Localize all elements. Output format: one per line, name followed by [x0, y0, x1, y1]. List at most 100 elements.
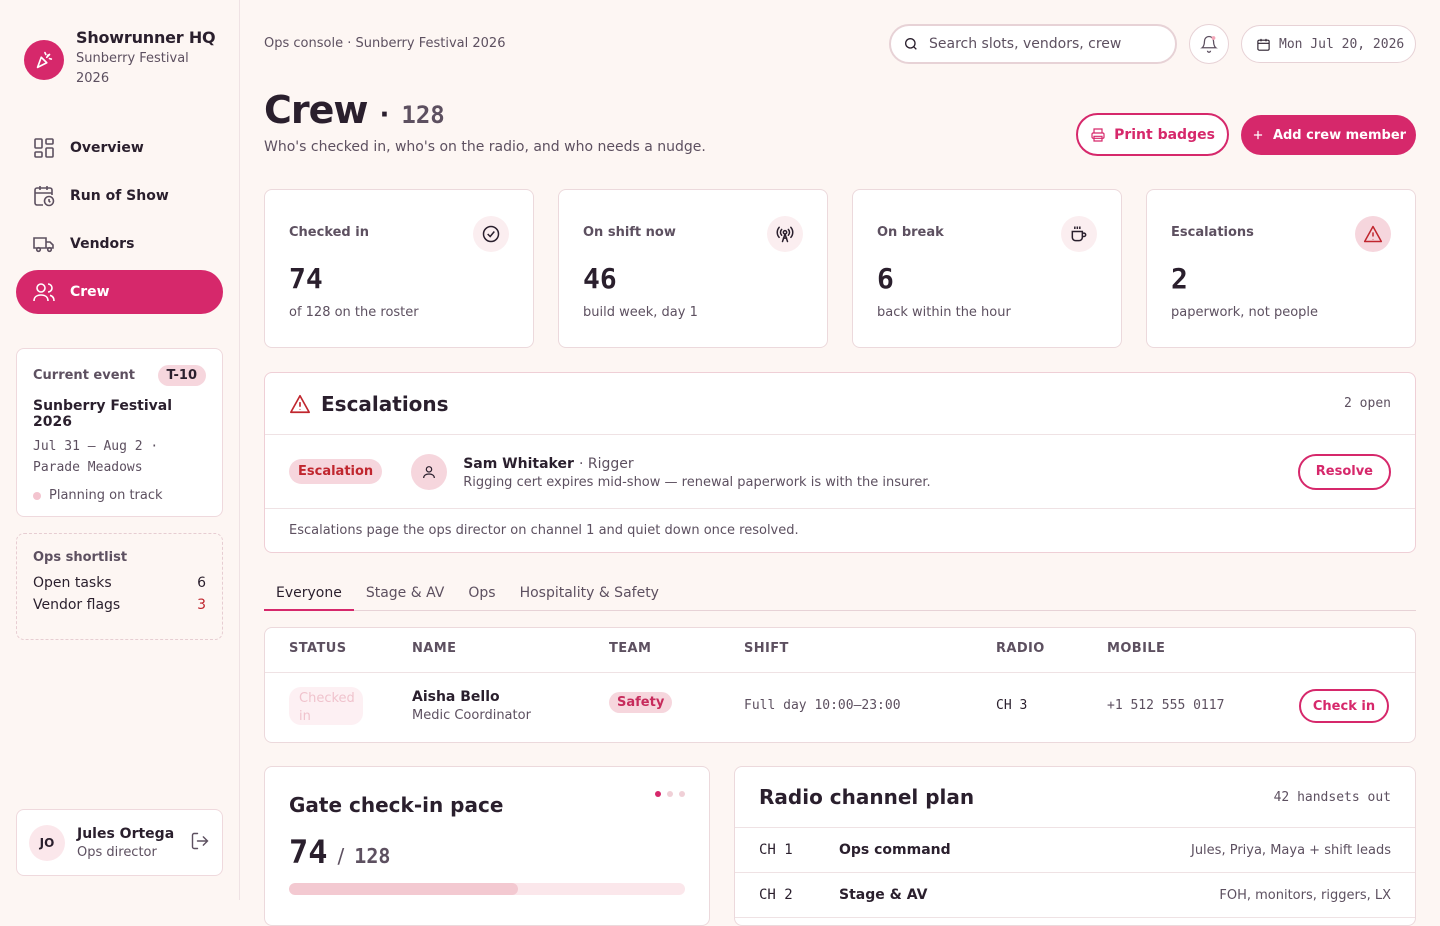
sidebar-item-label: Crew: [70, 284, 110, 300]
sidebar-item-label: Overview: [70, 140, 144, 156]
carousel-dot[interactable]: [655, 791, 661, 797]
radio-row[interactable]: CH 1 Ops command Jules, Priya, Maya + sh…: [735, 828, 1415, 873]
column-header-team[interactable]: TEAM: [609, 641, 652, 656]
shortlist-item[interactable]: Vendor flags 3: [33, 597, 206, 613]
radio-channel-plan: Radio channel plan 42 handsets out CH 1 …: [734, 766, 1416, 926]
radio-channel-members: FOH, monitors, riggers, LX: [1219, 887, 1391, 903]
sidebar-item-run-of-show[interactable]: Run of Show: [16, 174, 223, 218]
carousel-dot[interactable]: [667, 791, 673, 797]
shortlist-item[interactable]: Open tasks 6: [33, 575, 206, 591]
escalation-description: Rigging cert expires mid-show — renewal …: [463, 475, 931, 490]
stats-row: Checked in 74 of 128 on the roster On sh…: [264, 189, 1416, 348]
stat-card-escalations[interactable]: Escalations 2 paperwork, not people: [1146, 189, 1416, 348]
shift-value: Full day 10:00–23:00: [744, 698, 901, 713]
pace-slash: /: [337, 844, 345, 868]
stat-label: On shift now: [583, 225, 676, 240]
check-circle-icon: [473, 216, 509, 252]
check-in-button[interactable]: Check in: [1299, 689, 1389, 723]
countdown-badge: T-10: [157, 365, 206, 386]
warning-icon: [290, 394, 310, 413]
carousel-dot[interactable]: [679, 791, 685, 797]
crew-role: Medic Coordinator: [412, 708, 531, 723]
pace-progress-fill: [289, 883, 518, 895]
tab-everyone[interactable]: Everyone: [264, 578, 354, 611]
user-card: JO Jules Ortega Ops director: [16, 809, 223, 876]
printer-icon: [1091, 127, 1105, 142]
radio-row[interactable]: CH 2 Stage & AV FOH, monitors, riggers, …: [735, 873, 1415, 918]
sidebar-item-crew[interactable]: Crew: [16, 270, 223, 314]
sidebar-item-overview[interactable]: Overview: [16, 126, 223, 170]
escalations-header: Escalations 2 open: [265, 373, 1415, 435]
search-input[interactable]: [929, 36, 1149, 52]
radio-header: Radio channel plan 42 handsets out: [735, 767, 1415, 828]
escalations-title: Escalations: [321, 391, 449, 416]
table-divider: [265, 672, 1415, 673]
stat-card-checked-in[interactable]: Checked in 74 of 128 on the roster: [264, 189, 534, 348]
escalation-person-role: · Rigger: [578, 456, 634, 472]
calendar-clock-icon: [34, 186, 55, 207]
stat-label: Checked in: [289, 225, 369, 240]
carousel-dots[interactable]: [655, 791, 685, 797]
stat-card-on-shift[interactable]: On shift now 46 build week, day 1: [558, 189, 828, 348]
resolve-button[interactable]: Resolve: [1297, 453, 1391, 490]
bell-icon: [1200, 35, 1218, 53]
stat-card-on-break[interactable]: On break 6 back within the hour: [852, 189, 1122, 348]
column-header-mobile[interactable]: MOBILE: [1107, 641, 1166, 656]
column-header-status[interactable]: STATUS: [289, 641, 347, 656]
pace-value: 74: [289, 833, 328, 871]
event-name: Sunberry Festival 2026: [33, 398, 173, 430]
mobile-number: +1 512 555 0117: [1107, 698, 1225, 713]
grid-icon: [34, 138, 54, 158]
tab-hospitality-safety[interactable]: Hospitality & Safety: [519, 585, 659, 601]
column-header-name[interactable]: NAME: [412, 641, 457, 656]
crew-count: 128: [401, 101, 445, 129]
coffee-icon: [1061, 216, 1097, 252]
column-header-shift[interactable]: SHIFT: [744, 641, 789, 656]
team-badge: Safety: [609, 692, 673, 713]
shortlist-label: Vendor flags: [33, 597, 121, 613]
stat-value: 2: [1171, 262, 1188, 295]
stat-sub: of 128 on the roster: [289, 305, 419, 320]
truck-icon: [33, 237, 54, 253]
shortlist-value: 3: [197, 597, 206, 613]
escalation-person-name[interactable]: Sam Whitaker: [463, 456, 574, 472]
print-badges-button[interactable]: Print badges: [1076, 113, 1229, 156]
tab-stage-av[interactable]: Stage & AV: [365, 585, 445, 601]
stat-value: 46: [583, 262, 617, 295]
crew-table: STATUS NAME TEAM SHIFT RADIO MOBILE Chec…: [264, 627, 1416, 743]
status-dot-icon: [33, 491, 41, 500]
sidebar: Showrunner HQ Sunberry Festival 2026 Ove…: [0, 0, 240, 900]
sidebar-item-label: Run of Show: [70, 188, 169, 204]
sidebar-item-vendors[interactable]: Vendors: [16, 222, 223, 266]
radio-channel: CH 1: [759, 842, 793, 858]
brand[interactable]: Showrunner HQ Sunberry Festival 2026: [24, 28, 216, 89]
date-picker[interactable]: Mon Jul 20, 2026: [1241, 25, 1416, 63]
radio-title: Radio channel plan: [759, 785, 975, 809]
stat-value: 74: [289, 262, 323, 295]
radio-channel-members: Jules, Priya, Maya + shift leads: [1190, 842, 1391, 858]
column-header-radio[interactable]: RADIO: [996, 641, 1045, 656]
radio-channel-name: Stage & AV: [839, 887, 928, 903]
stat-sub: back within the hour: [877, 305, 1011, 320]
event-status: Planning on track: [33, 488, 206, 503]
radio-channel: CH 2: [759, 887, 793, 903]
user-role: Ops director: [77, 844, 157, 860]
notifications-button[interactable]: [1189, 24, 1229, 64]
stat-label: Escalations: [1171, 225, 1254, 240]
date-value: Mon Jul 20, 2026: [1279, 36, 1405, 52]
stat-value: 6: [877, 262, 894, 295]
add-crew-member-button[interactable]: Add crew member: [1241, 115, 1416, 155]
escalations-footer: Escalations page the ops director on cha…: [289, 523, 799, 538]
user-name: Jules Ortega: [77, 825, 175, 842]
warning-icon: [1355, 216, 1391, 252]
page-subtitle: Who's checked in, who's on the radio, an…: [264, 139, 706, 155]
search-box[interactable]: [889, 24, 1177, 64]
calendar-icon: [1257, 38, 1270, 51]
logout-icon[interactable]: [190, 831, 210, 855]
search-icon: [905, 38, 917, 50]
tab-ops[interactable]: Ops: [468, 585, 496, 601]
breadcrumb: Ops console · Sunberry Festival 2026: [264, 36, 506, 51]
current-event-card[interactable]: Current event T-10 Sunberry Festival 202…: [16, 348, 223, 517]
escalations-panel: Escalations 2 open Escalation Sam Whitak…: [264, 372, 1416, 553]
crew-name: Aisha Bello: [412, 689, 500, 705]
